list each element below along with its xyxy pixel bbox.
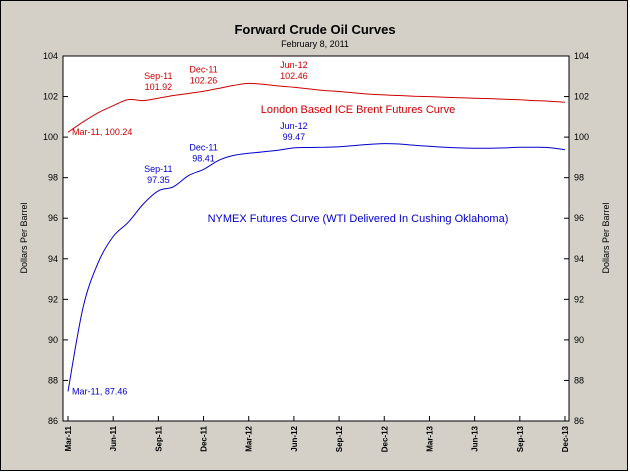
wti-annotation-date: Dec-11 — [189, 142, 217, 152]
brent-annotation-date: Jun-12 — [280, 60, 308, 70]
chart-title: Forward Crude Oil Curves — [234, 22, 395, 37]
brent-annotation: Mar-11, 100.24 — [72, 127, 132, 137]
y-tick-label-right: 102 — [574, 92, 589, 102]
y-tick-label-right: 88 — [574, 375, 584, 385]
wti-annotation-value: 99.47 — [283, 132, 306, 142]
wti-annotation-date: Jun-12 — [280, 121, 308, 131]
x-tick-label: Dec-12 — [380, 425, 389, 452]
y-tick-label-left: 102 — [43, 92, 58, 102]
brent-annotation-value: 101.92 — [145, 82, 173, 92]
y-tick-label-left: 104 — [43, 51, 58, 61]
chart-subtitle: February 8, 2011 — [281, 39, 349, 49]
brent-annotation-value: 102.26 — [190, 75, 218, 85]
brent-annotation-date: Dec-11 — [189, 64, 217, 74]
x-tick-label: Dec-13 — [561, 425, 570, 452]
wti-annotation-value: 97.35 — [147, 175, 170, 185]
brent-annotation-date: Sep-11 — [144, 71, 172, 81]
y-tick-label-right: 90 — [574, 335, 584, 345]
x-tick-label: Jun-12 — [290, 425, 299, 451]
y-tick-label-left: 90 — [48, 335, 58, 345]
y-tick-label-left: 96 — [48, 213, 58, 223]
brent-annotation-value: 102.46 — [280, 71, 308, 81]
series-lines — [67, 82, 566, 392]
wti-curve-line — [67, 143, 566, 392]
y-tick-label-left: 98 — [48, 173, 58, 183]
y-tick-label-left: 86 — [48, 416, 58, 426]
x-tick-label: Jun-13 — [471, 425, 480, 451]
y-tick-label-left: 88 — [48, 375, 58, 385]
y-tick-label-right: 100 — [574, 132, 589, 142]
data-annotations: Mar-11, 100.24Sep-11101.92Dec-11102.26Ju… — [72, 60, 308, 396]
x-tick-label: Sep-12 — [335, 425, 344, 452]
x-tick-label: Mar-11 — [64, 425, 73, 451]
y-axis-label-left: Dollars Per Barrel — [19, 202, 29, 273]
y-tick-label-right: 98 — [574, 173, 584, 183]
y-tick-label-right: 94 — [574, 254, 584, 264]
brent-curve-line — [67, 82, 566, 133]
wti-series-label: NYMEX Futures Curve (WTI Delivered In Cu… — [208, 213, 509, 225]
y-axis-label-right: Dollars Per Barrel — [601, 202, 611, 273]
x-tick-label: Mar-12 — [245, 425, 254, 451]
y-tick-label-right: 104 — [574, 51, 589, 61]
wti-annotation-date: Sep-11 — [144, 164, 172, 174]
wti-annotation: Mar-11, 87.46 — [72, 386, 127, 396]
x-tick-label: Sep-13 — [516, 425, 525, 452]
y-tick-label-left: 92 — [48, 294, 58, 304]
y-tick-label-right: 86 — [574, 416, 584, 426]
plot-area — [62, 55, 570, 422]
axis-ticks: 86 86 88 88 90 90 92 92 94 94 96 96 98 98 100 100 102 102… — [43, 51, 589, 452]
y-tick-label-left: 94 — [48, 254, 58, 264]
y-tick-label-left: 100 — [43, 132, 58, 142]
x-tick-label: Dec-11 — [200, 425, 209, 451]
wti-annotation-value: 98.41 — [192, 153, 215, 163]
x-tick-label: Mar-13 — [425, 425, 434, 451]
x-tick-label: Sep-11 — [154, 425, 163, 451]
x-tick-label: Jun-11 — [109, 425, 118, 451]
y-tick-label-right: 96 — [574, 213, 584, 223]
series-labels: London Based ICE Brent Futures Curve NYM… — [208, 104, 509, 225]
y-tick-label-right: 92 — [574, 294, 584, 304]
brent-series-label: London Based ICE Brent Futures Curve — [261, 104, 455, 116]
